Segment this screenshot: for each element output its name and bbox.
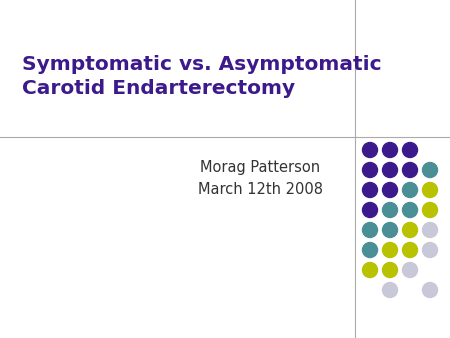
Circle shape [382,242,397,258]
Circle shape [382,183,397,197]
Circle shape [382,283,397,297]
Circle shape [382,163,397,177]
Circle shape [402,143,418,158]
Circle shape [423,163,437,177]
Circle shape [382,222,397,238]
Circle shape [363,163,378,177]
Circle shape [402,163,418,177]
Text: Morag Patterson
March 12th 2008: Morag Patterson March 12th 2008 [198,160,323,197]
Circle shape [363,222,378,238]
Circle shape [402,222,418,238]
Circle shape [363,183,378,197]
Circle shape [363,242,378,258]
Circle shape [402,263,418,277]
Circle shape [423,242,437,258]
Circle shape [402,202,418,217]
Circle shape [363,202,378,217]
Circle shape [363,263,378,277]
Circle shape [423,202,437,217]
Circle shape [402,242,418,258]
Circle shape [423,183,437,197]
Circle shape [423,222,437,238]
Circle shape [382,202,397,217]
Circle shape [382,263,397,277]
Circle shape [402,183,418,197]
Circle shape [363,143,378,158]
Circle shape [382,143,397,158]
Text: Symptomatic vs. Asymptomatic
Carotid Endarterectomy: Symptomatic vs. Asymptomatic Carotid End… [22,55,382,98]
Circle shape [423,283,437,297]
